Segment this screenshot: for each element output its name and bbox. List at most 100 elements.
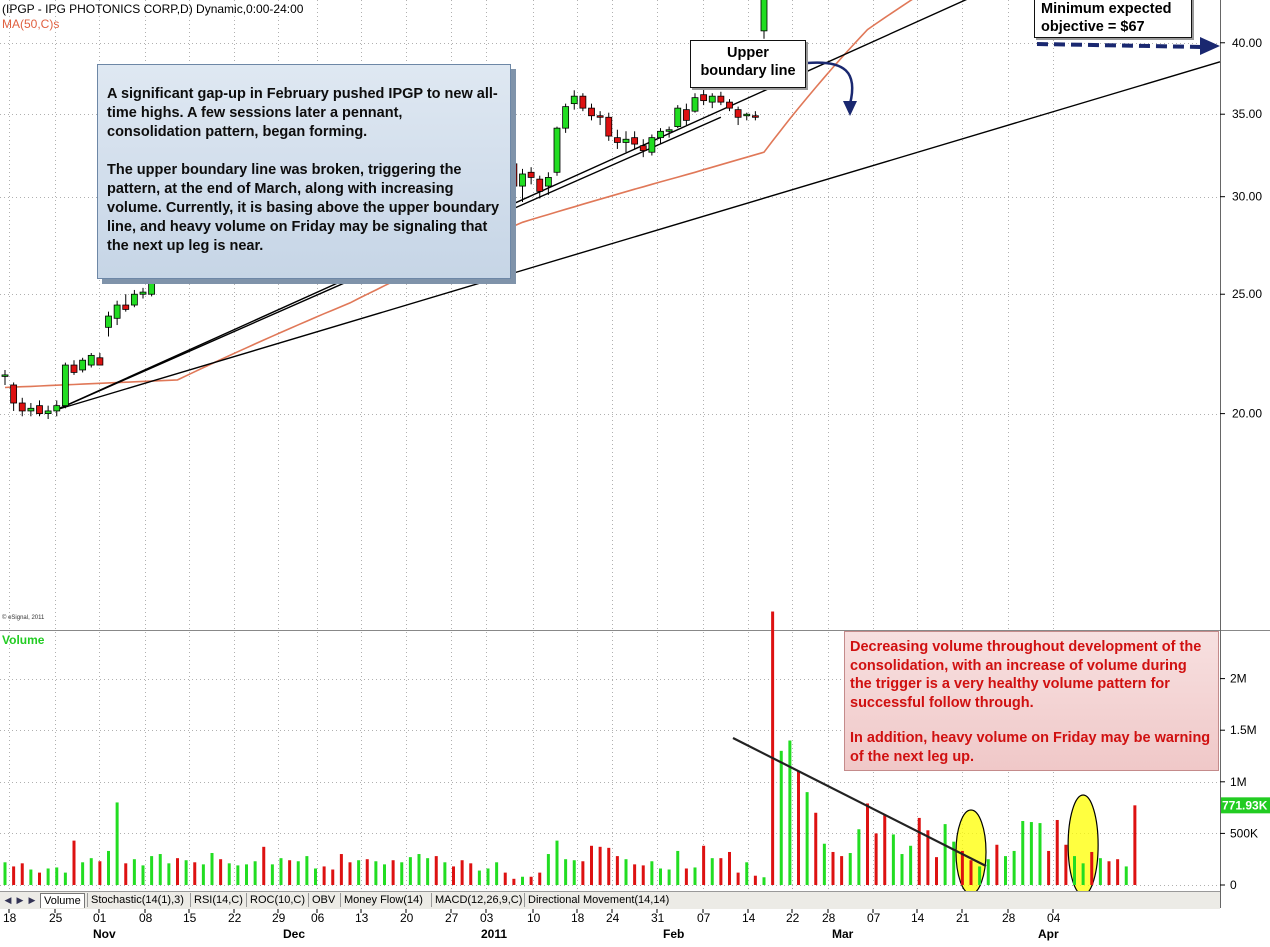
candle <box>44 405 52 419</box>
axis-labels: 20.0025.0030.0035.0040.0045.0050.0055.00… <box>3 36 1270 941</box>
volume-bar <box>176 858 179 885</box>
candle <box>717 91 725 106</box>
x-tick-label: 25 <box>49 911 63 925</box>
volume-bar <box>771 611 775 885</box>
value-tag-label: 771.93K <box>1222 798 1268 812</box>
volume-bar <box>822 843 826 885</box>
volume-bar <box>667 869 671 885</box>
volume-bar <box>262 846 266 885</box>
volume-bar <box>1073 856 1076 885</box>
volume-bar <box>753 875 757 885</box>
volume-bar <box>1029 822 1033 885</box>
candle-body <box>553 127 561 173</box>
note-paragraph: Decreasing volume throughout development… <box>850 639 1202 711</box>
volume-bar <box>1021 821 1025 885</box>
volume-bars <box>3 611 1137 885</box>
candle-body <box>113 304 121 319</box>
volume-bar <box>374 861 378 885</box>
candle <box>648 134 656 156</box>
x-tick-label: 22 <box>786 911 800 925</box>
volume-pane-label: Volume <box>2 633 45 647</box>
candle-body <box>87 354 95 366</box>
candle <box>622 131 630 153</box>
volume-bar <box>227 863 231 885</box>
volume-bar <box>81 862 85 885</box>
candle <box>53 400 61 417</box>
candle <box>536 175 544 199</box>
indicator-tab-bar: ◀ ▶ ▶ Volume Stochastic(14(1),3) RSI(14,… <box>0 891 1220 909</box>
volume-bar <box>538 872 542 885</box>
y-tick-label: 500K <box>1230 826 1258 840</box>
volume-bar <box>503 872 507 885</box>
volume-bar <box>1081 863 1085 885</box>
candle <box>691 93 699 113</box>
candle-body <box>36 405 43 415</box>
x-tick-label: 29 <box>272 911 286 925</box>
candle-body <box>527 171 535 178</box>
candle-body <box>130 293 138 306</box>
candle-body <box>18 402 26 412</box>
candle <box>760 0 768 39</box>
candle <box>743 112 751 121</box>
volume-bar <box>1098 858 1102 885</box>
tab-money-flow[interactable]: Money Flow(14) <box>340 893 426 907</box>
volume-bar <box>891 834 895 885</box>
tab-roc[interactable]: ROC(10,C) <box>246 893 308 907</box>
tab-stochastic[interactable]: Stochastic(14(1),3) <box>87 893 187 907</box>
y-tick-label: 40.00 <box>1232 36 1262 50</box>
candle-body <box>27 407 35 412</box>
x-month-label: Feb <box>663 927 684 941</box>
volume-bar <box>857 829 861 885</box>
candle-body <box>53 405 61 412</box>
x-tick-label: 07 <box>697 911 711 925</box>
volume-bar <box>598 846 602 885</box>
candle-body <box>665 129 673 132</box>
tab-macd[interactable]: MACD(12,26,9,C) <box>431 893 525 907</box>
scroll-right-icon[interactable]: ▶ <box>16 895 24 905</box>
volume-bar <box>391 860 395 885</box>
candle-body <box>760 0 768 32</box>
x-tick-label: 22 <box>228 911 242 925</box>
candle <box>87 352 95 368</box>
y-tick-label: 1M <box>1230 775 1247 789</box>
volume-bar <box>477 870 481 885</box>
volume-bar <box>322 866 326 885</box>
volume-bar <box>935 857 938 885</box>
x-month-label: Dec <box>283 927 305 941</box>
candle-body <box>657 130 664 139</box>
x-month-label: 2011 <box>481 927 507 941</box>
tab-rsi[interactable]: RSI(14,C) <box>190 893 246 907</box>
candle <box>36 400 43 417</box>
objective-callout: Minimum expected objective = $67 <box>1034 0 1192 38</box>
x-tick-label: 08 <box>139 911 153 925</box>
candle-body <box>536 178 544 192</box>
candle <box>570 90 578 110</box>
candle-body <box>734 109 742 118</box>
y-tick-label: 2M <box>1230 672 1247 686</box>
volume-bar <box>745 862 749 885</box>
tab-obv[interactable]: OBV <box>308 893 338 907</box>
volume-bar <box>357 860 361 885</box>
y-tick-label: 1.5M <box>1230 723 1257 737</box>
tab-directional-movement[interactable]: Directional Movement(14,14) <box>524 893 672 907</box>
scroll-right-icon[interactable]: ▶ <box>28 895 36 905</box>
scroll-left-icon[interactable]: ◀ <box>4 895 12 905</box>
volume-bar <box>89 858 93 885</box>
volume-bar <box>624 859 628 885</box>
candle <box>613 129 621 149</box>
volume-bar <box>797 771 800 885</box>
volume-bar <box>615 856 619 885</box>
volume-bar <box>521 876 524 885</box>
volume-bar <box>253 861 257 885</box>
note-paragraph: The upper boundary line was broken, trig… <box>107 162 500 254</box>
arrowhead-icon <box>843 101 857 116</box>
volume-bar <box>279 858 283 885</box>
price-axis <box>1220 0 1270 908</box>
tab-volume[interactable]: Volume <box>40 893 85 908</box>
candle <box>665 126 673 138</box>
volume-bar <box>305 856 309 885</box>
volume-bar <box>1107 861 1111 885</box>
volume-bar <box>693 867 697 885</box>
volume-bar <box>383 864 386 885</box>
candle <box>596 111 604 126</box>
